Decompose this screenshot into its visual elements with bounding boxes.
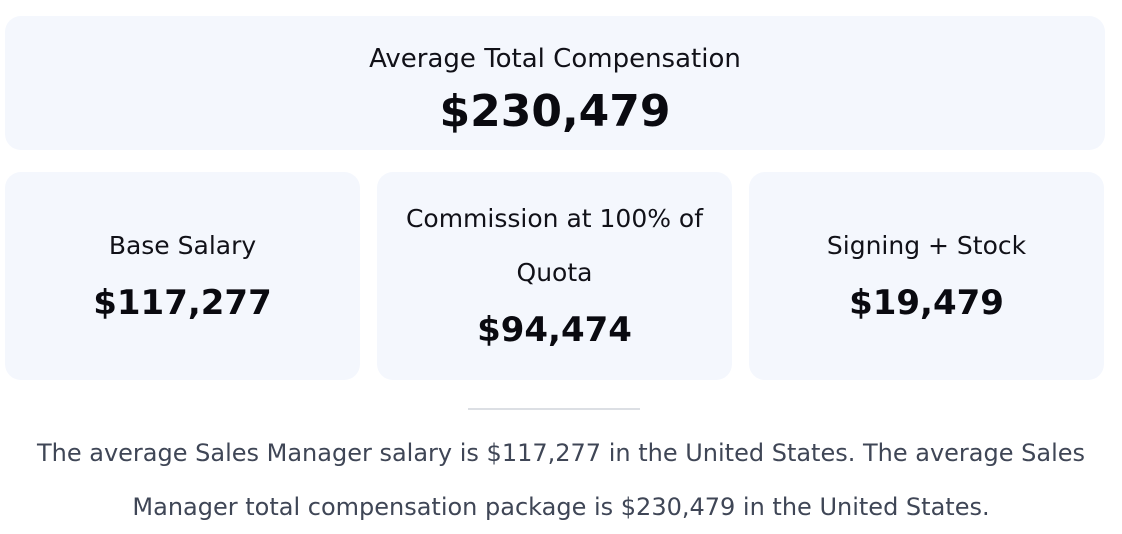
commission-card: Commission at 100% of Quota $94,474 [377, 172, 732, 380]
salary-summary-text: The average Sales Manager salary is $117… [36, 439, 1086, 521]
signing-stock-value: $19,479 [849, 283, 1004, 323]
total-compensation-title: Average Total Compensation [369, 44, 741, 74]
total-compensation-card: Average Total Compensation $230,479 [5, 16, 1105, 150]
section-divider [468, 408, 640, 410]
commission-title: Commission at 100% of Quota [405, 204, 704, 287]
total-compensation-value: $230,479 [439, 86, 671, 137]
commission-value: $94,474 [477, 310, 632, 350]
base-salary-card: Base Salary $117,277 [5, 172, 360, 380]
signing-stock-card: Signing + Stock $19,479 [749, 172, 1104, 380]
base-salary-title: Base Salary [108, 231, 257, 260]
signing-stock-title: Signing + Stock [826, 231, 1027, 260]
base-salary-value: $117,277 [93, 283, 272, 323]
